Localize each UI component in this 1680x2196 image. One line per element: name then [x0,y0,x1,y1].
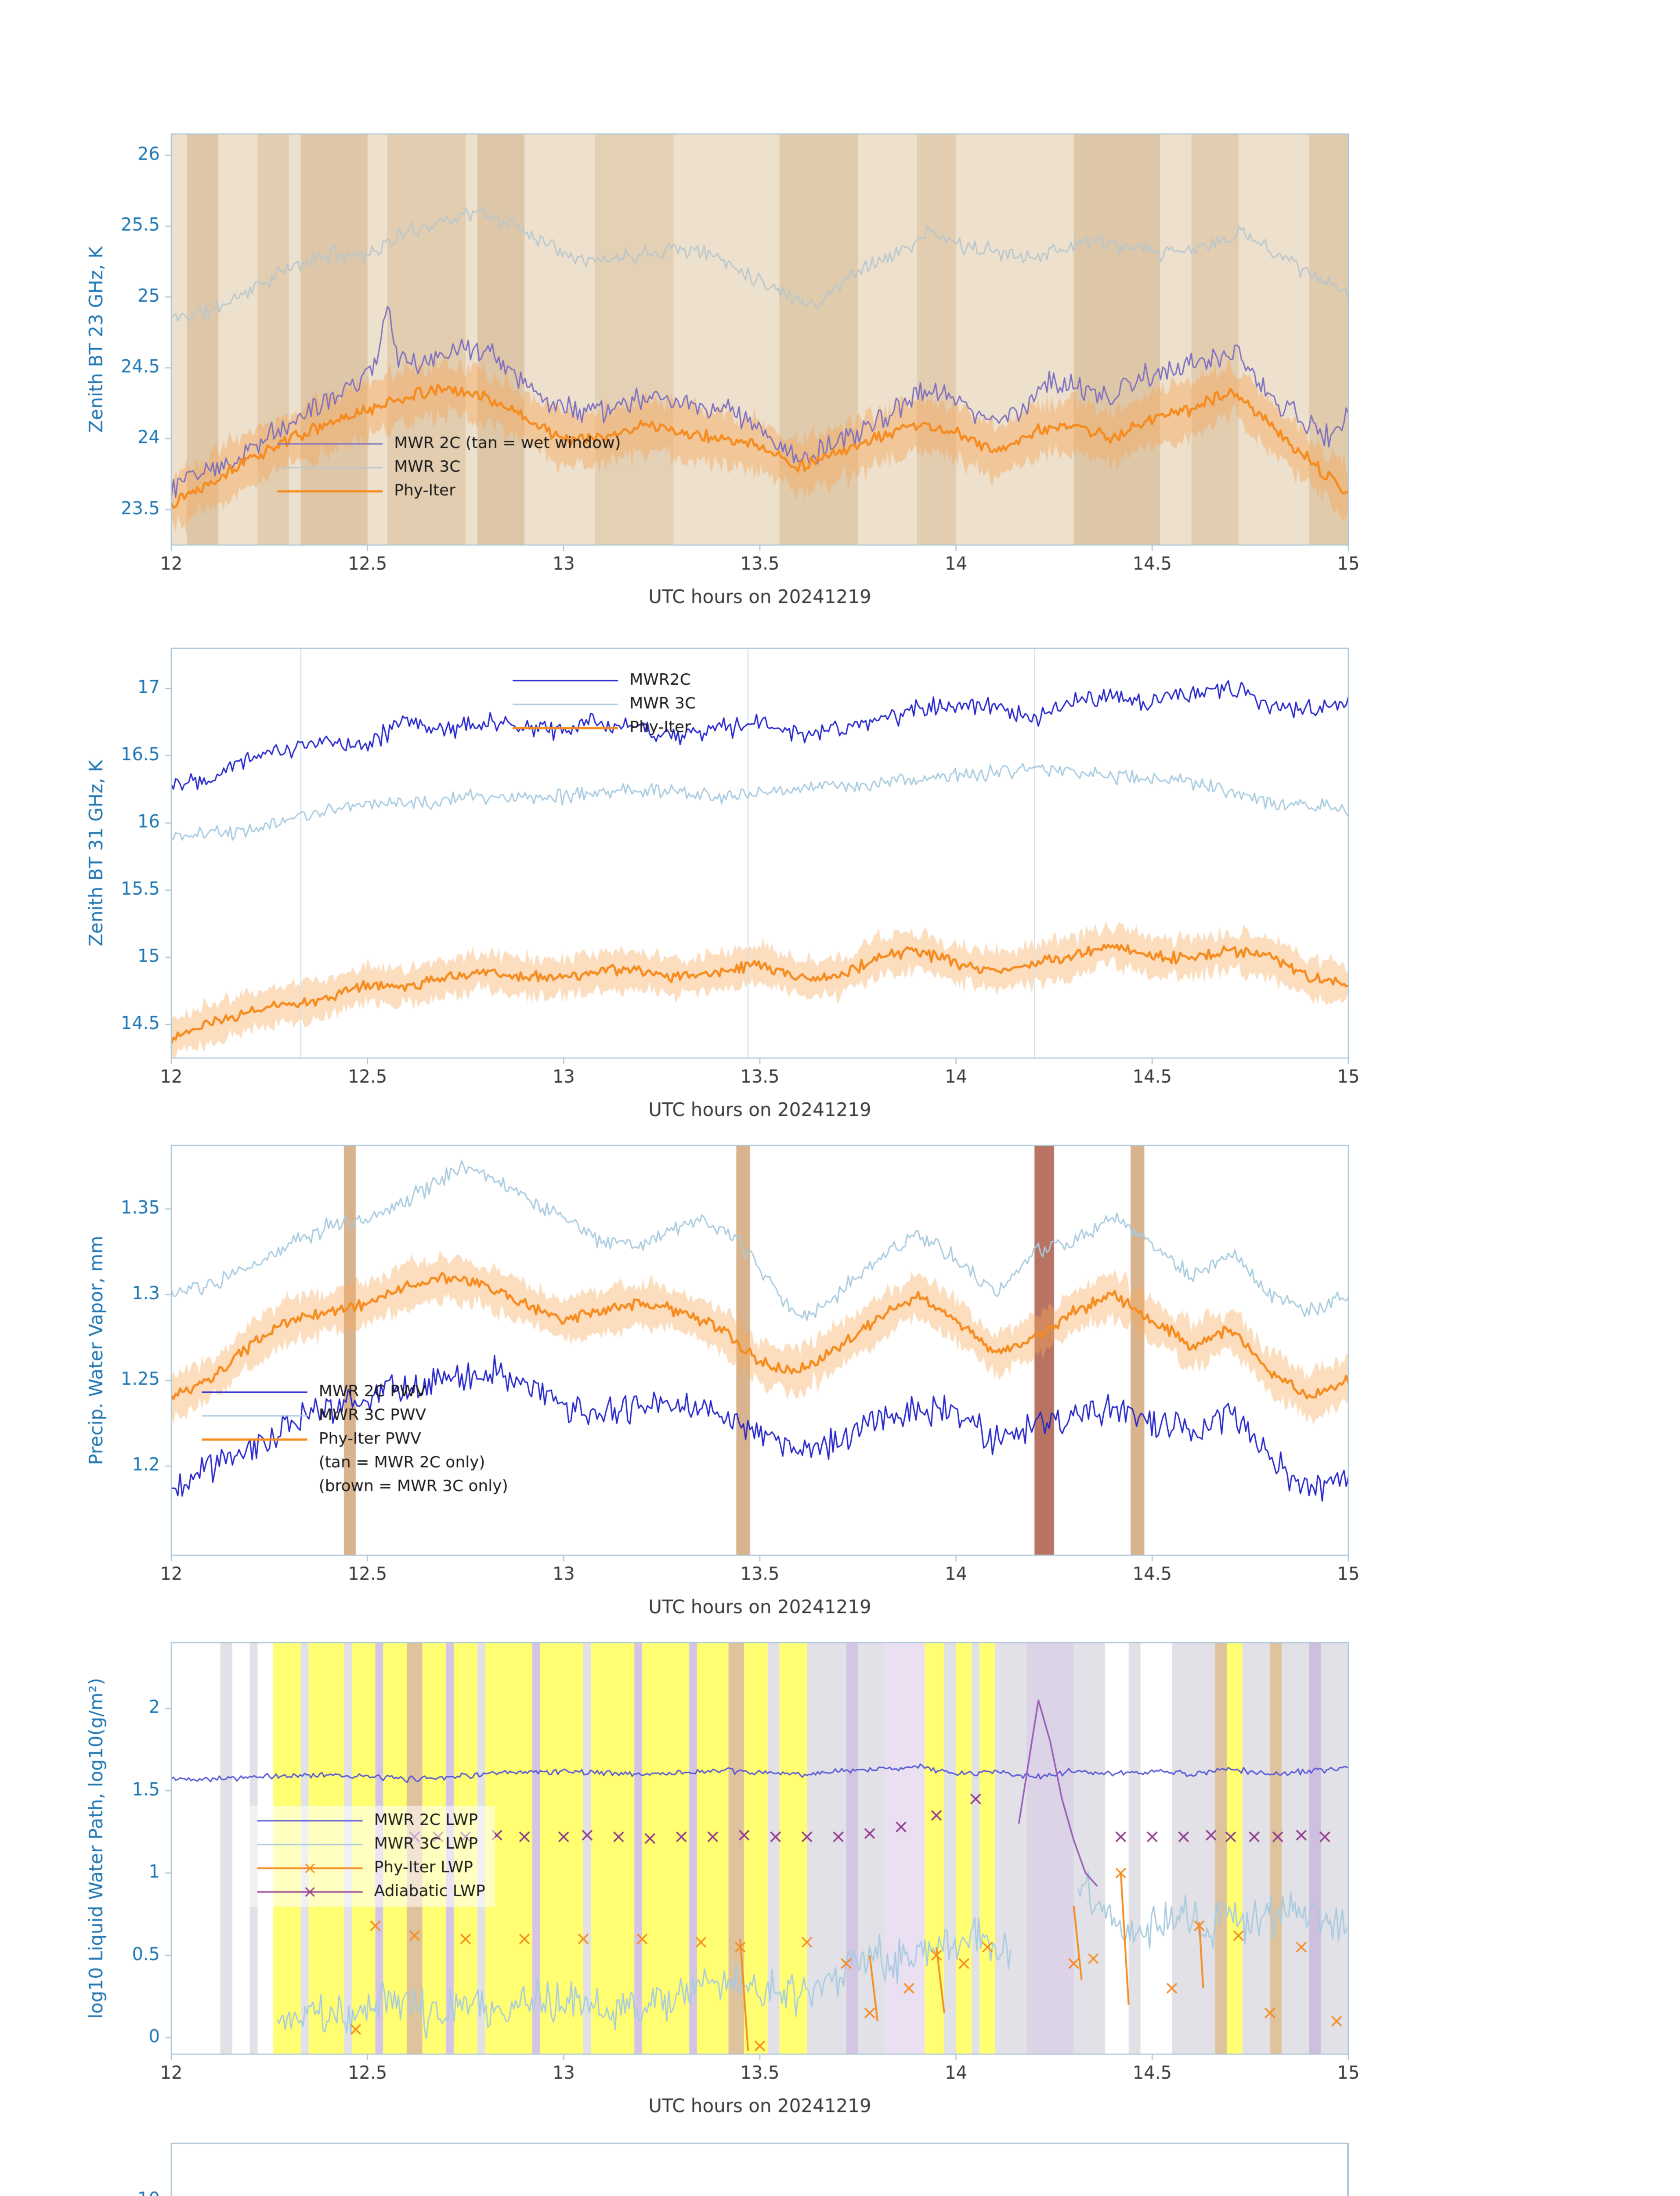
figure-canvas [0,0,1680,2196]
mwr-quicklook-figure [0,0,1680,2196]
